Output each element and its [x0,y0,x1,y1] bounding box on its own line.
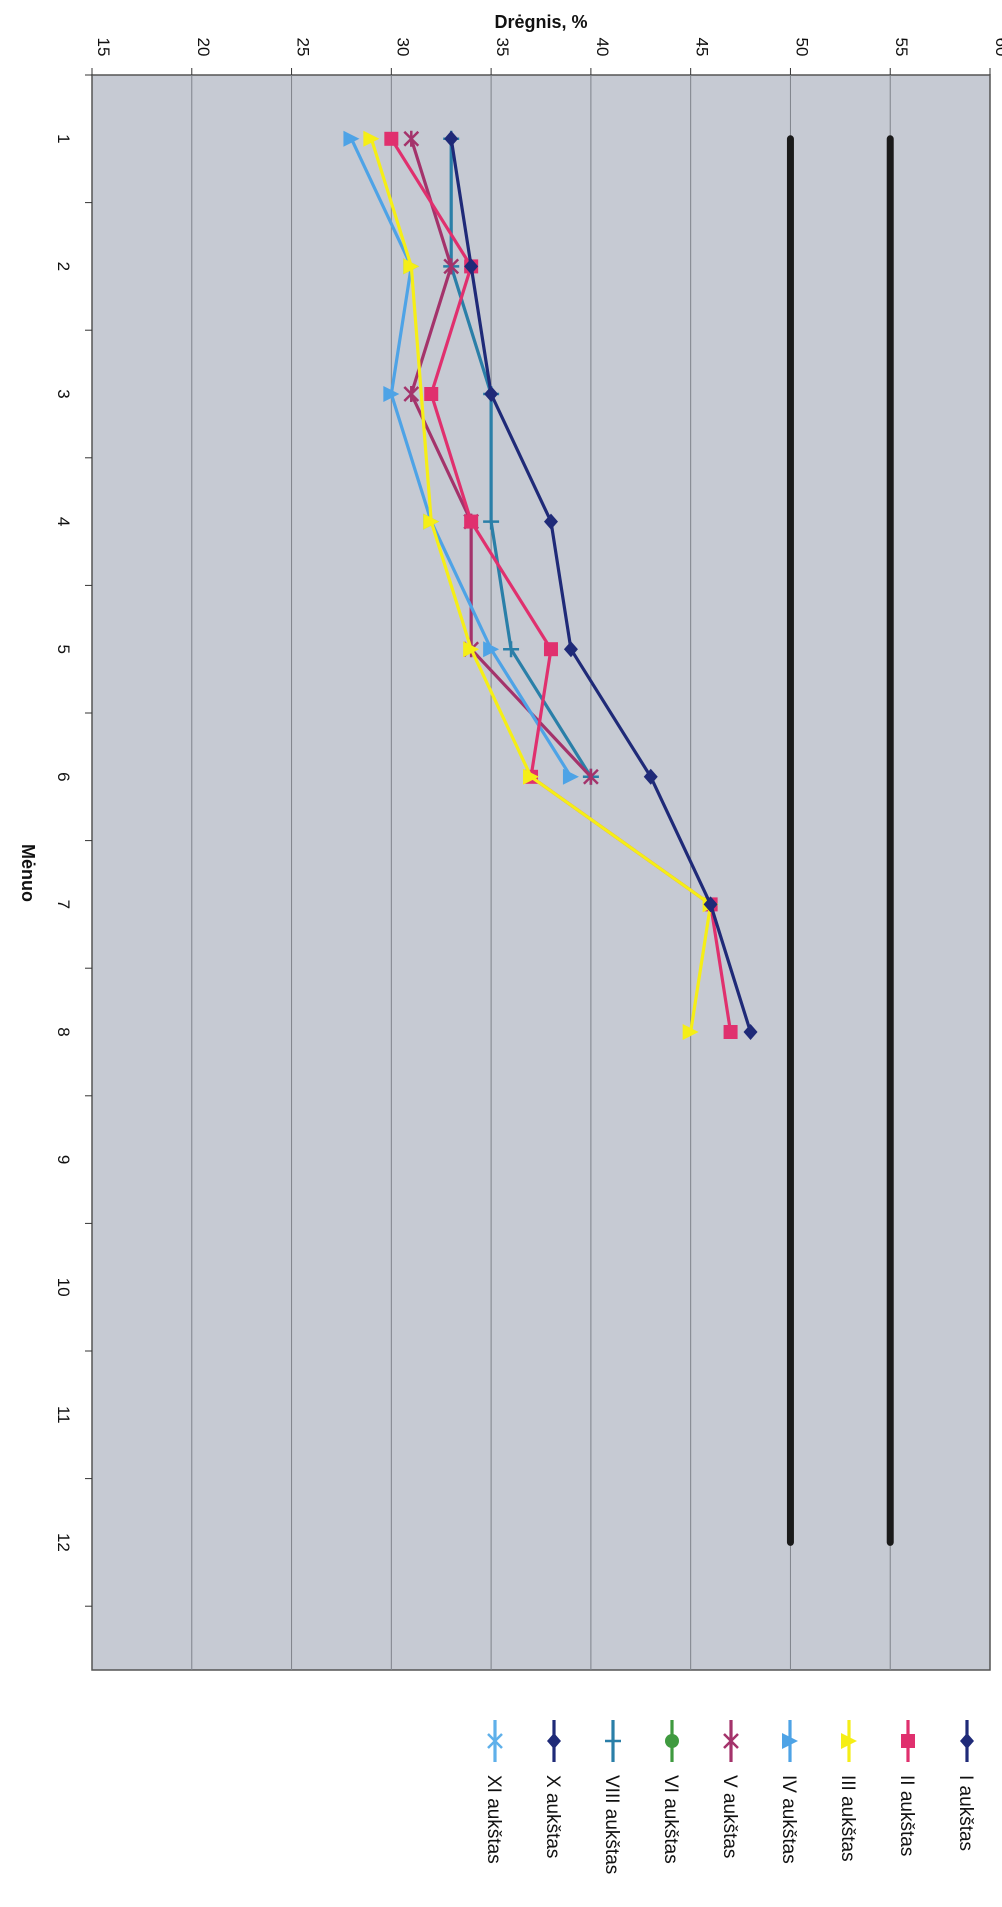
legend-marker [841,1733,857,1749]
legend-item: VIII aukštas [601,1720,622,1874]
legend-marker [960,1733,974,1749]
data-point [403,386,420,402]
legend-label: XI aukštas [483,1775,504,1864]
y-tick-label: 35 [493,38,512,57]
y-axis-title: Drėgnis, % [494,12,587,32]
y-tick-label: 60 [992,38,1002,57]
plot-area [91,74,991,1671]
data-point [443,258,460,275]
data-point [424,387,439,401]
legend-marker [665,1734,679,1748]
data-point [543,513,558,530]
y-tick-label: 15 [94,38,113,57]
y-tick-label: 45 [693,38,712,57]
data-point [743,1024,758,1040]
legend-item: XI aukštas [483,1720,504,1864]
legend-label: I aukštas [955,1775,976,1851]
x-tick-label: 4 [54,517,73,526]
y-tick-label: 20 [194,38,213,57]
data-point [503,641,520,658]
x-tick-label: 1 [54,134,73,143]
x-axis-title: Mėnuo [18,844,38,902]
x-tick-label: 3 [54,389,73,398]
legend-marker [547,1733,561,1749]
legend-item: X aukštas [542,1720,563,1858]
x-tick-label: 11 [54,1406,73,1424]
data-point [343,130,360,147]
data-point [383,386,400,402]
series-1 [444,130,758,1040]
x-tick-label: 9 [54,1155,73,1164]
series-group [343,130,758,1040]
x-tick-label: 12 [54,1533,73,1552]
legend-label: VI aukštas [660,1775,681,1864]
y-tick-labels: 15 20 25 30 35 40 45 50 55 60 [94,38,1002,57]
data-point [444,130,459,147]
x-tick-label: 7 [54,900,73,909]
legend-item: IV aukštas [778,1720,799,1864]
data-point [363,130,380,147]
legend-item: I aukštas [955,1720,976,1851]
series-line [349,138,573,778]
x-tick-label: 5 [54,644,73,653]
x-tick-label: 6 [54,772,73,781]
legend-marker [487,1733,503,1749]
data-point [464,514,479,529]
data-point [384,131,399,146]
data-point [583,768,599,785]
data-point [682,1024,699,1040]
legend-label: X aukštas [542,1775,563,1858]
legend-label: IV aukštas [778,1775,799,1864]
reference-lines [786,135,894,1546]
legend-marker [901,1734,915,1748]
series-line [449,138,753,1033]
y-tick-label: 30 [393,38,412,57]
legend-marker [723,1733,739,1749]
legend: I aukštas II aukštas III aukštas IV aukštas… [483,1720,976,1874]
x-tick-label: 8 [54,1027,73,1036]
data-point [643,768,658,785]
legend-item: VI aukštas [660,1720,681,1864]
y-tick-label: 50 [792,38,811,57]
series-line [449,138,593,778]
data-point [464,258,479,275]
data-point [403,130,420,147]
data-point [483,513,500,530]
data-point [563,641,578,658]
y-tick-label: 40 [593,38,612,57]
legend-item: V aukštas [719,1720,740,1858]
y-tick-label: 25 [294,38,313,57]
legend-label: III aukštas [837,1775,858,1862]
legend-label: V aukštas [719,1775,740,1858]
legend-marker [782,1733,798,1749]
data-point [463,641,480,658]
data-point [703,896,718,913]
legend-label: II aukštas [896,1775,917,1856]
data-point [483,641,500,658]
x-tick-label: 2 [54,262,73,271]
data-point [543,642,558,657]
legend-marker [605,1733,621,1749]
data-point [723,1025,738,1039]
legend-item: II aukštas [896,1720,917,1856]
legend-item: III aukštas [837,1720,858,1862]
data-point [523,768,540,785]
data-point [423,513,440,530]
series-line [409,138,593,778]
data-point [484,386,499,402]
data-point [562,768,579,785]
x-tick-label: 10 [54,1278,73,1297]
y-tick-label: 55 [892,38,911,57]
legend-label: VIII aukštas [601,1775,622,1874]
data-point [403,258,420,275]
